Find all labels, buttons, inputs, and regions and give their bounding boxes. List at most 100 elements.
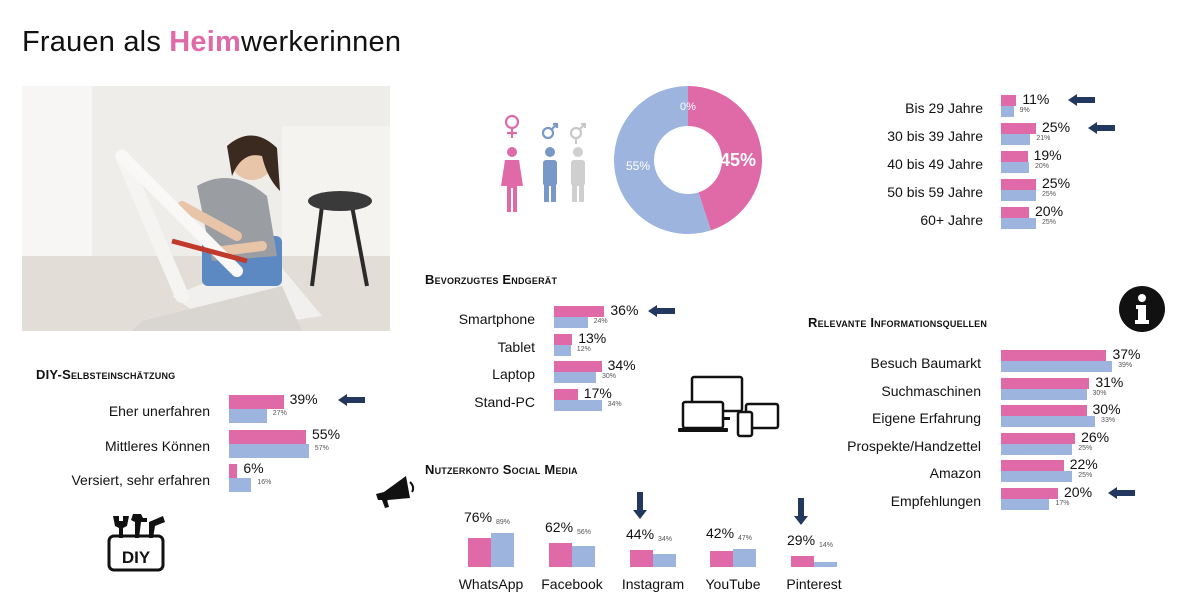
social-value-male: 47% [738,535,753,543]
age-category-label: 50 bis 59 Jahre [887,184,983,200]
info-value-male: 39% [1118,362,1133,369]
device-bar-male [554,372,596,383]
age-bar-female [1001,151,1028,162]
device-value-female: 13% [578,329,607,346]
age-category-label: 30 bis 39 Jahre [887,128,983,144]
info-icon [1119,286,1165,332]
social-title: Nutzerkonto Social Media [425,462,578,477]
device-bar-male [554,344,571,356]
device-category-label: Tablet [497,338,535,355]
age-arrow-icon [1088,122,1115,134]
age-bar-male [1001,190,1036,201]
gender-icons [501,114,587,212]
diy-bar-male [229,443,309,458]
device-value-female: 36% [610,302,639,318]
diy-title: DIY-Selbsteinschätzung [36,367,176,382]
info-bar-male [1001,416,1096,427]
info-value-male: 30% [1092,389,1107,397]
social-category-label: WhatsApp [458,576,524,592]
social-value-female: 44% [626,526,655,543]
age-bar-female [1001,207,1029,218]
social-arrow-icon [633,492,647,520]
info-bar-male [1001,388,1087,400]
social-bar-female [630,550,653,567]
social-bar-male [572,545,595,567]
info-value-female: 22% [1069,456,1098,472]
female-person-icon [501,147,523,212]
social-bar-male [814,561,837,567]
social-bar-female [710,551,733,567]
device-bar-male [554,317,588,328]
male-symbol-icon [541,122,559,140]
info-title: Relevante Informationsquellen [808,315,988,330]
svg-text:DIY: DIY [122,548,151,567]
info-category-label: Besuch Baumarkt [870,355,982,371]
info-category-label: Empfehlungen [890,492,981,509]
diy-value-male: 16% [257,479,272,486]
device-value-male: 24% [593,318,608,325]
donut-label-female: 45% [720,150,756,170]
social-arrow-icon [794,497,808,525]
social-bar-female [468,538,491,567]
device-category-label: Laptop [492,366,535,382]
info-value-male: 17% [1055,499,1070,507]
social-value-female: 62% [545,519,574,536]
social-value-male: 56% [577,529,592,537]
age-bar-female [1001,95,1017,106]
age-value-female: 11% [1022,91,1050,107]
diy-value-female: 55% [312,425,341,442]
age-bar-male [1001,134,1031,145]
info-value-male: 33% [1101,417,1116,424]
age-value-male: 25% [1042,219,1057,226]
age-bar-male [1001,218,1036,229]
info-value-female: 30% [1092,401,1121,417]
social-value-male: 14% [819,541,834,549]
age-bar-female [1001,179,1036,190]
info-bar-female [1001,487,1058,499]
age-value-female: 20% [1035,203,1064,219]
age-value-female: 25% [1042,119,1071,135]
info-bar-male [1001,361,1113,372]
social-category-label: Pinterest [786,576,842,592]
diy-value-male: 27% [272,410,287,417]
age-value-female: 19% [1033,147,1062,163]
diverse-person-icon [571,147,585,202]
info-bar-male [1001,443,1073,455]
social-value-male: 89% [496,519,511,527]
info-bar-female [1001,405,1087,416]
info-value-female: 26% [1081,428,1110,445]
social-bar-male [491,533,514,567]
device-arrow-icon [648,305,676,317]
woman-diy-photo [22,86,390,331]
title-highlight: Heim [169,26,241,58]
female-symbol-icon [504,114,520,138]
device-category-label: Smartphone [458,311,535,327]
info-value-male: 25% [1078,444,1093,452]
info-bar-male [1001,498,1050,510]
device-title: Bevorzugtes Endgerät [425,272,558,287]
diy-value-female: 39% [289,391,318,407]
devices-icon [678,375,780,438]
device-category-label: Stand-PC [474,393,535,410]
diy-value-female: 6% [243,460,264,476]
info-arrow-icon [1108,486,1135,499]
age-bar-male [1001,106,1014,117]
device-bar-female [554,333,573,345]
info-category-label: Prospekte/Handzettel [847,437,981,454]
donut-label-diverse: 0% [680,101,696,113]
info-bar-male [1001,471,1073,482]
info-bar-female [1001,377,1090,389]
age-value-male: 25% [1042,191,1057,198]
diy-category-label: Versiert, sehr erfahren [71,472,210,488]
diy-bar-male [229,478,252,492]
device-value-male: 34% [607,400,622,408]
info-category-label: Amazon [929,465,981,481]
age-bar-male [1001,162,1029,173]
info-bar-female [1001,432,1076,444]
social-value-female: 76% [464,509,493,526]
age-arrow-icon [1068,94,1096,106]
device-bar-female [554,388,578,400]
gender-donut: 45% 55% 0% [614,86,762,234]
device-bar-female [554,361,602,372]
social-category-label: YouTube [705,576,761,592]
